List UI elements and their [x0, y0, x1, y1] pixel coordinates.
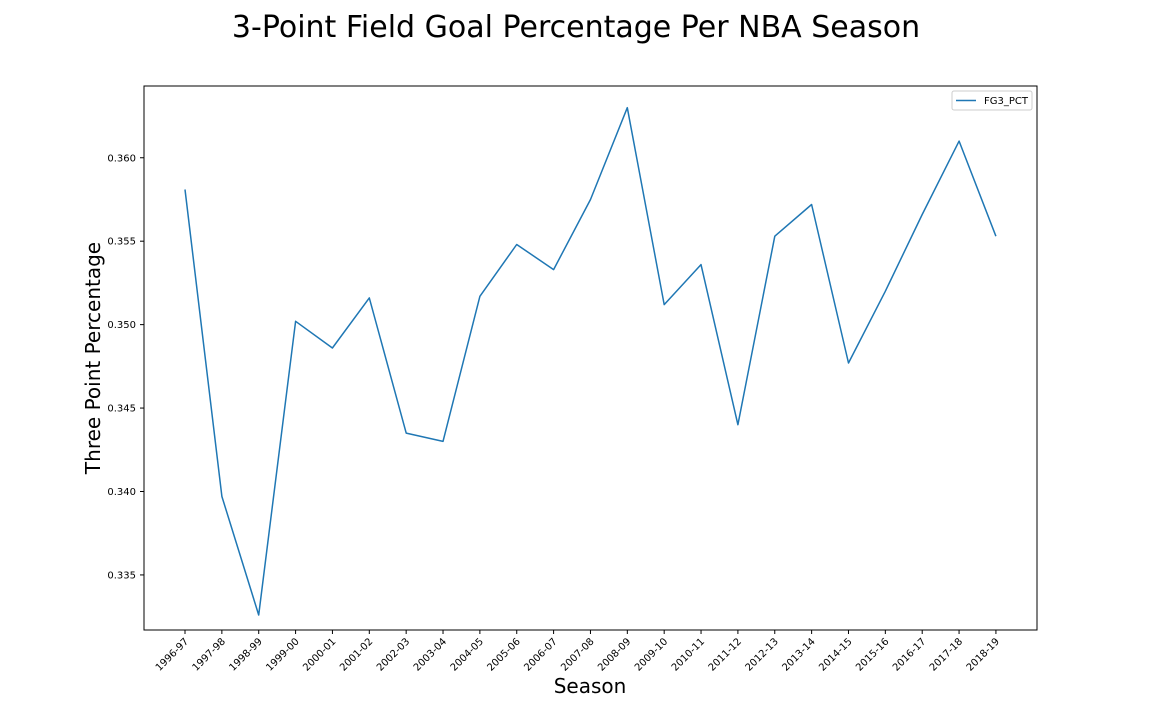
- x-tick-label: 1999-00: [264, 636, 301, 673]
- y-tick-label: 0.335: [107, 570, 136, 581]
- plot-area: [143, 85, 1038, 631]
- y-tick-label: 0.345: [107, 404, 136, 415]
- x-tick-label: 2011-12: [707, 636, 744, 673]
- x-tick-label: 2005-06: [486, 636, 523, 673]
- x-tick-label: 2009-10: [633, 636, 670, 673]
- chart-title: 3-Point Field Goal Percentage Per NBA Se…: [232, 10, 920, 45]
- x-tick-label: 2010-11: [670, 636, 707, 673]
- x-axis-label: Season: [554, 674, 627, 698]
- y-tick-label: 0.340: [107, 487, 136, 498]
- x-tick-label: 2015-16: [854, 636, 891, 673]
- legend: FG3_PCT: [951, 90, 1033, 111]
- x-tick-label: 2001-02: [338, 636, 375, 673]
- x-tick-label: 2004-05: [449, 636, 486, 673]
- x-tick-label: 2014-15: [817, 636, 854, 673]
- x-tick-label: 2007-08: [559, 636, 596, 673]
- x-tick-label: 2008-09: [596, 636, 633, 673]
- x-tick-label: 2003-04: [412, 636, 449, 673]
- y-axis-label: Three Point Percentage: [81, 242, 105, 475]
- y-tick-label: 0.360: [107, 153, 136, 164]
- legend-box: [951, 90, 1033, 111]
- x-tick-label: 2018-19: [965, 636, 1002, 673]
- y-tick-label: 0.355: [107, 237, 136, 248]
- x-tick-label: 1996-97: [154, 636, 191, 673]
- legend-series-label: FG3_PCT: [984, 96, 1029, 107]
- x-axis-ticks: 1996-97 1997-98 1998-99 1999-00 2000-01 2001-…: [154, 630, 1002, 674]
- y-tick-label: 0.350: [107, 320, 136, 331]
- x-tick-label: 2016-17: [891, 636, 928, 673]
- series-group: [184, 106, 997, 616]
- x-tick-label: 2000-01: [301, 636, 338, 673]
- x-tick-label: 2013-14: [780, 636, 817, 673]
- x-tick-label: 2012-13: [744, 636, 781, 673]
- x-tick-label: 2006-07: [522, 636, 559, 673]
- x-tick-label: 1998-99: [228, 636, 265, 673]
- x-tick-label: 2017-18: [928, 636, 965, 673]
- y-axis-ticks: 0.335 0.340 0.345 0.350 0.355 0.360: [107, 153, 144, 581]
- x-tick-label: 2002-03: [375, 636, 412, 673]
- x-tick-label: 1997-98: [191, 636, 228, 673]
